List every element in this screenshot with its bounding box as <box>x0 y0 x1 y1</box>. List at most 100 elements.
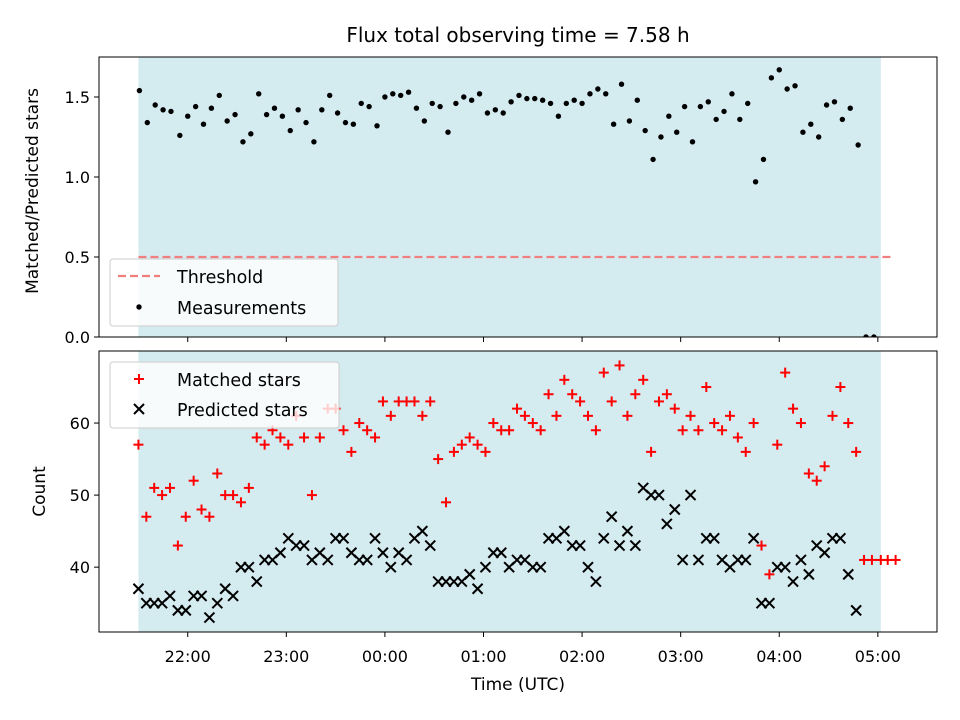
chart-title: Flux total observing time = 7.58 h <box>346 23 689 47</box>
x-tick-label: 05:00 <box>855 647 901 666</box>
threshold-legend-label: Threshold <box>176 268 263 288</box>
bottom-legend: Matched stars Predicted stars <box>109 361 340 429</box>
predicted-stars-point <box>653 489 665 501</box>
predicted-stars-point <box>621 525 634 537</box>
top-data-marks <box>136 67 891 337</box>
predicted-stars-point <box>227 590 239 602</box>
matched-stars-point <box>709 418 720 429</box>
bottom-axes-frame <box>98 350 938 633</box>
matched-stars-point <box>133 439 144 450</box>
matched-stars-point <box>614 360 625 371</box>
measurement-point <box>847 105 853 111</box>
matched-stars-point <box>866 554 877 565</box>
measurement-point <box>453 100 459 107</box>
matched-stars-point <box>172 540 183 551</box>
measurement-point <box>776 67 782 73</box>
matched-stars-point <box>299 432 310 443</box>
top-y-tick-label: 1.5 <box>65 88 90 107</box>
top-legend: Threshold Measurements <box>109 258 339 327</box>
predicted-stars-legend-label: Predicted stars <box>177 401 308 421</box>
matched-stars-point <box>346 446 357 457</box>
predicted-stars-point <box>534 561 547 573</box>
measurement-point <box>539 97 546 103</box>
top-panel: 0.0 0.5 1.0 1.5 Matched/Predicted stars Thr… <box>23 56 938 347</box>
bottom-x-axis-ticks: 22:00 23:00 00:00 01:00 02:00 03:00 04:00 05:00 <box>165 632 901 666</box>
matched-stars-point <box>464 432 475 443</box>
matched-stars-point <box>748 418 759 429</box>
predicted-stars-point <box>708 532 720 545</box>
matched-stars-point <box>314 432 325 443</box>
predicted-stars-point <box>676 554 689 566</box>
predicted-stars-point <box>684 489 697 501</box>
measurement-point <box>618 81 625 87</box>
predicted-stars-point <box>834 532 847 545</box>
matched-stars-point <box>701 382 712 393</box>
measurement-point <box>374 123 380 129</box>
measurement-point <box>413 105 420 111</box>
bottom-y-tick-label: 60 <box>70 414 90 433</box>
matched-stars-point <box>283 439 294 450</box>
measurement-point <box>595 86 601 92</box>
predicted-stars-point <box>669 503 681 516</box>
measurement-point <box>192 103 199 110</box>
matched-stars-point <box>362 425 373 436</box>
measurement-point <box>745 100 751 107</box>
measurement-point <box>674 129 680 135</box>
measurement-point <box>160 107 166 113</box>
measurement-point <box>823 102 830 108</box>
matched-stars-point <box>504 425 515 436</box>
matched-stars-point <box>559 374 570 385</box>
predicted-stars-point <box>479 561 492 573</box>
matched-stars-point <box>890 554 901 565</box>
predicted-stars-point <box>692 554 705 566</box>
matched-stars-point <box>582 410 593 421</box>
measurement-point <box>563 100 570 107</box>
measurement-point <box>240 139 246 145</box>
matched-stars-point <box>519 410 530 421</box>
measurement-point <box>484 110 491 116</box>
matched-stars-point <box>196 504 207 515</box>
matched-stars-point <box>598 367 609 378</box>
measurement-point <box>555 113 562 119</box>
matched-stars-point <box>149 482 160 493</box>
predicted-stars-point <box>377 547 389 559</box>
top-x-axis-ticks <box>187 337 879 342</box>
measurement-point <box>697 103 704 110</box>
measurement-point <box>729 91 735 97</box>
measurement-point <box>287 127 293 134</box>
predicted-stars-point <box>629 539 642 552</box>
measurement-point <box>350 121 357 127</box>
measurement-point <box>571 97 577 103</box>
predicted-stars-point <box>322 554 334 566</box>
predicted-stars-point <box>463 568 476 581</box>
matched-stars-point <box>527 418 538 429</box>
x-tick-label: 22:00 <box>165 647 211 666</box>
measurement-point <box>216 92 222 99</box>
predicted-stars-point <box>211 597 224 609</box>
measurement-point <box>737 116 743 123</box>
predicted-stars-point <box>164 590 176 602</box>
measurement-point <box>721 108 727 115</box>
matched-stars-point <box>212 468 223 479</box>
matched-stars-point <box>827 410 838 421</box>
matched-stars-point <box>512 403 523 414</box>
measurement-point <box>666 113 672 119</box>
matched-stars-point <box>180 511 191 522</box>
measurements-legend-swatch <box>136 304 142 310</box>
predicted-stars-point <box>369 532 381 545</box>
measurement-point <box>136 87 143 94</box>
measurement-point <box>610 121 617 127</box>
measurement-point <box>871 334 877 337</box>
measurement-point <box>311 139 317 145</box>
measurement-point <box>200 121 207 127</box>
measurement-point <box>681 103 688 110</box>
matched-stars-point <box>717 425 728 436</box>
predicted-stars-point <box>763 597 776 609</box>
predicted-stars-point <box>661 518 673 530</box>
top-y-axis-ticks: 0.0 0.5 1.0 1.5 <box>65 88 99 347</box>
bottom-legend-box <box>109 361 340 429</box>
predicted-stars-point <box>558 525 571 537</box>
predicted-stars-point <box>203 611 216 624</box>
measurement-point <box>152 102 158 108</box>
matched-stars-point <box>275 432 286 443</box>
